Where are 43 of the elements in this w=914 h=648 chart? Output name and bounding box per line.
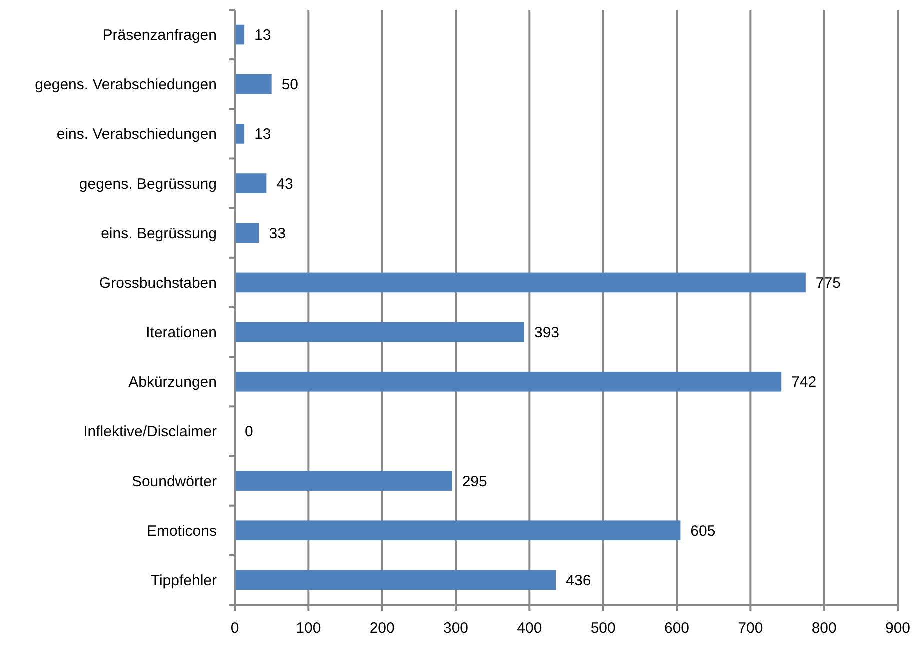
y-tick-label: gegens. Verabschiedungen [35, 76, 217, 94]
data-label: 33 [269, 225, 286, 242]
bar [235, 74, 272, 94]
data-label: 50 [282, 76, 299, 94]
x-tick-label: 200 [370, 620, 395, 637]
y-tick-label: Iterationen [146, 324, 217, 342]
bar [235, 520, 681, 541]
data-label: 436 [566, 572, 592, 590]
data-label: 393 [534, 324, 560, 342]
y-tick-label: Abkürzungen [128, 374, 217, 392]
y-tick-label: Inflektive/Disclaimer [84, 424, 217, 441]
y-tick-label: Tippfehler [150, 572, 217, 590]
bar [235, 223, 260, 244]
y-tick-label: Soundwörter [132, 473, 217, 490]
x-tick-label: 600 [664, 620, 690, 637]
bar [235, 471, 452, 491]
x-tick-label: 300 [443, 620, 469, 637]
data-label: 742 [792, 374, 817, 392]
x-tick-label: 700 [738, 620, 764, 637]
x-tick-label: 0 [230, 620, 240, 637]
x-tick-label: 100 [296, 620, 322, 637]
data-label: 295 [462, 473, 488, 490]
data-label: 13 [254, 126, 272, 144]
data-label: 43 [276, 176, 294, 193]
x-tick-label: 500 [590, 620, 616, 637]
bar [235, 322, 525, 342]
bar [235, 372, 782, 392]
y-tick-label: Präsenzanfragen [102, 27, 217, 44]
x-tick-label: 400 [517, 620, 542, 637]
data-label: 13 [254, 27, 272, 44]
y-tick-label: Grossbuchstaben [99, 274, 217, 292]
data-label: 605 [690, 522, 716, 540]
y-tick-label: gegens. Begrüssung [79, 176, 217, 193]
y-tick-label: eins. Begrüssung [101, 225, 217, 242]
bar [235, 174, 267, 194]
x-tick-label: 800 [812, 620, 837, 637]
bar [235, 570, 556, 590]
data-label: 775 [816, 274, 841, 292]
y-tick-label: eins. Verabschiedungen [56, 126, 217, 144]
data-label: 0 [245, 424, 254, 441]
bar [235, 272, 806, 293]
y-tick-label: Emoticons [146, 522, 217, 540]
x-tick-label: 900 [885, 620, 911, 637]
